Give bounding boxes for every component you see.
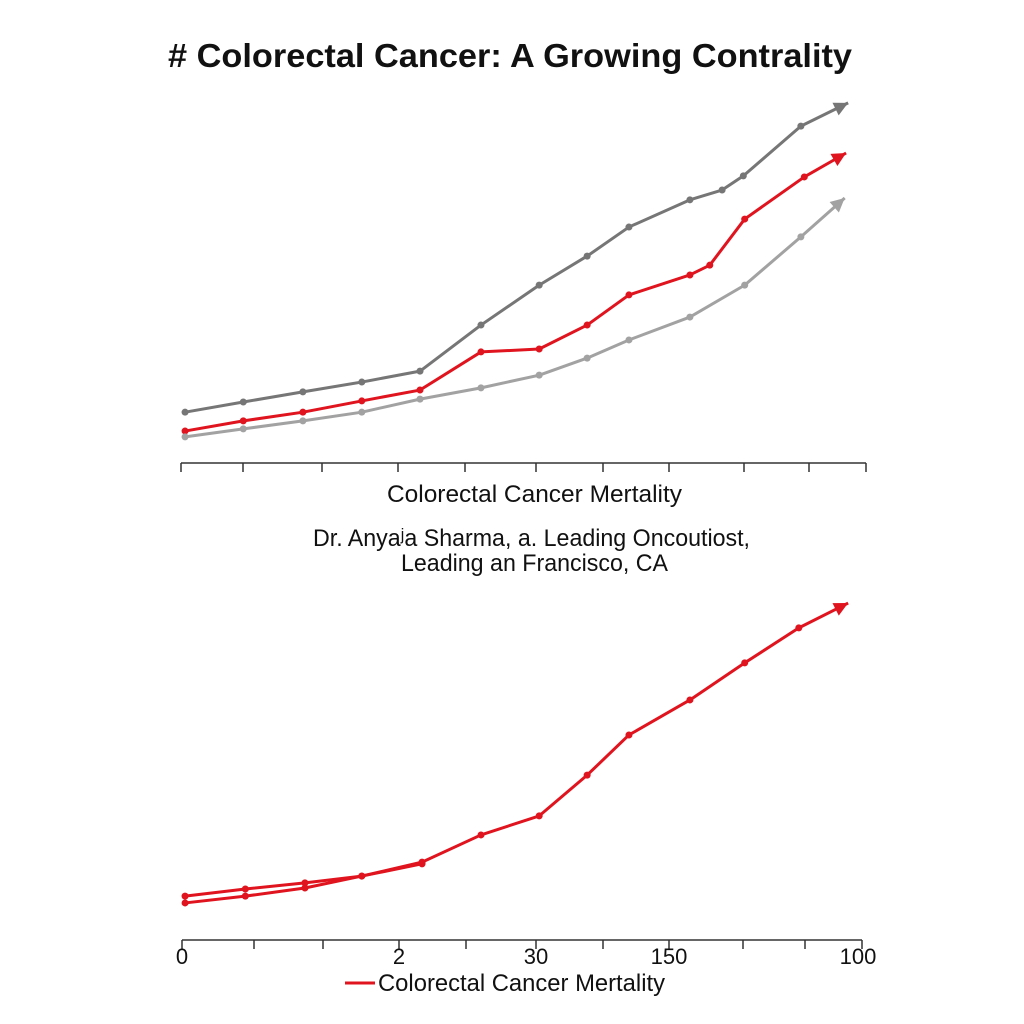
- top-plot: [180, 101, 867, 472]
- tick-label-3: 150: [651, 944, 688, 969]
- top-data-point: [718, 186, 726, 194]
- top-data-point: [416, 395, 424, 403]
- top-data-point: [686, 313, 694, 321]
- top-data-point: [358, 378, 366, 386]
- top-data-point: [686, 196, 694, 204]
- top-data-point: [535, 345, 543, 353]
- top-data-point: [741, 215, 749, 223]
- top-data-point: [239, 398, 247, 406]
- top-data-point: [181, 433, 189, 441]
- bottom-data-point: [535, 812, 543, 820]
- top-data-point: [239, 425, 247, 433]
- top-arrowhead-icon: [832, 102, 849, 116]
- top-data-point: [181, 427, 189, 435]
- top-data-point: [358, 408, 366, 416]
- subtitle-line-1: Dr. Anyaʲa Sharma, a. Leading Oncoutiost…: [313, 525, 750, 552]
- top-data-point: [797, 122, 805, 130]
- bottom-data-point: [625, 731, 633, 739]
- top-data-point: [477, 384, 485, 392]
- top-data-point: [583, 321, 591, 329]
- bottom-data-point: [181, 899, 189, 907]
- top-data-point: [299, 388, 307, 396]
- bottom-data-point: [418, 860, 426, 868]
- top-data-point: [797, 233, 805, 241]
- top-data-point: [239, 417, 247, 425]
- top-data-point: [535, 281, 543, 289]
- top-series-line-2: [184, 196, 846, 439]
- top-data-point: [299, 417, 307, 425]
- top-data-point: [181, 408, 189, 416]
- top-data-point: [625, 223, 633, 231]
- bottom-series-line-0: [184, 601, 849, 898]
- top-data-point: [800, 173, 808, 181]
- top-data-point: [583, 252, 591, 260]
- top-series-line-1: [184, 151, 847, 433]
- top-data-point: [739, 172, 747, 180]
- bottom-data-point: [301, 884, 309, 892]
- top-arrowhead-icon: [830, 152, 847, 167]
- top-data-point: [299, 408, 307, 416]
- top-data-point: [416, 367, 424, 375]
- top-series-line-0: [184, 101, 849, 414]
- subtitle-line-2: Leading an Francisco, CA: [401, 550, 668, 577]
- tick-label-4: 100: [840, 944, 877, 969]
- top-data-point: [477, 348, 485, 356]
- top-x-axis-label: Colorectal Cancer Mertality: [387, 481, 682, 508]
- top-data-point: [706, 261, 714, 269]
- top-data-point: [358, 397, 366, 405]
- tick-label-1: 2: [393, 944, 405, 969]
- top-arrowhead-icon: [829, 198, 845, 213]
- top-data-point: [741, 281, 749, 289]
- tick-label-2: 30: [524, 944, 548, 969]
- bottom-data-point: [477, 831, 485, 839]
- bottom-data-point: [583, 771, 591, 779]
- top-data-point: [535, 371, 543, 379]
- top-data-point: [686, 271, 694, 279]
- bottom-data-point: [741, 659, 749, 667]
- chart-title: # Colorectal Cancer: A Growing Contralit…: [168, 37, 853, 74]
- top-data-point: [477, 321, 485, 329]
- bottom-arrowhead-icon: [832, 603, 849, 616]
- top-data-point: [625, 291, 633, 299]
- bottom-data-point: [241, 892, 249, 900]
- top-data-point: [416, 386, 424, 394]
- top-data-point: [583, 354, 591, 362]
- bottom-data-point: [301, 879, 309, 887]
- legend-label: Colorectal Cancer Mertality: [378, 970, 665, 997]
- bottom-data-point: [241, 885, 249, 893]
- bottom-data-point: [686, 696, 694, 704]
- top-data-point: [625, 336, 633, 344]
- bottom-data-point: [358, 872, 366, 880]
- bottom-plot: [181, 601, 863, 949]
- bottom-data-point: [795, 624, 803, 632]
- tick-label-0: 0: [176, 944, 188, 969]
- bottom-data-point: [181, 892, 189, 900]
